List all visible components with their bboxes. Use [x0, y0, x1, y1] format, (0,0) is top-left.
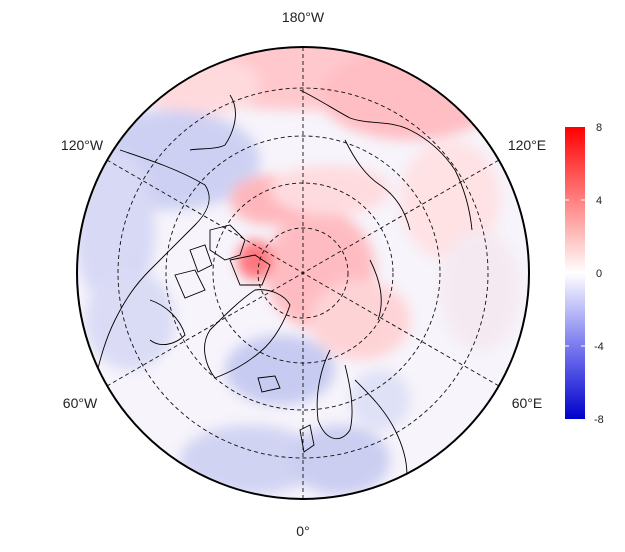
lon-label-bottom: 0°	[296, 523, 309, 539]
anomaly-field	[77, 47, 529, 499]
latitude-circle	[165, 135, 441, 411]
lon-label-upper-left: 120°W	[61, 137, 104, 153]
colorbar-tick: 8	[596, 122, 602, 134]
lon-label-top: 180°W	[282, 9, 325, 25]
lon-label-lower-left: 60°W	[63, 395, 98, 411]
colorbar-gradient	[565, 127, 585, 419]
meridian-line	[106, 159, 500, 387]
colorbar-tick: 0	[596, 268, 602, 280]
colorbar-tick: -8	[594, 414, 604, 426]
graticule	[106, 47, 500, 499]
lon-label-lower-right: 60°E	[512, 395, 543, 411]
colorbar-tick: 4	[596, 195, 602, 207]
latitude-circle	[257, 227, 349, 319]
colorbar-tick: -4	[594, 341, 604, 353]
coastlines	[94, 89, 473, 491]
latitude-circle	[117, 87, 489, 459]
lon-label-upper-right: 120°E	[508, 137, 546, 153]
map-border	[76, 46, 530, 500]
colorbar: 8 4 0 -4 -8	[565, 122, 604, 426]
